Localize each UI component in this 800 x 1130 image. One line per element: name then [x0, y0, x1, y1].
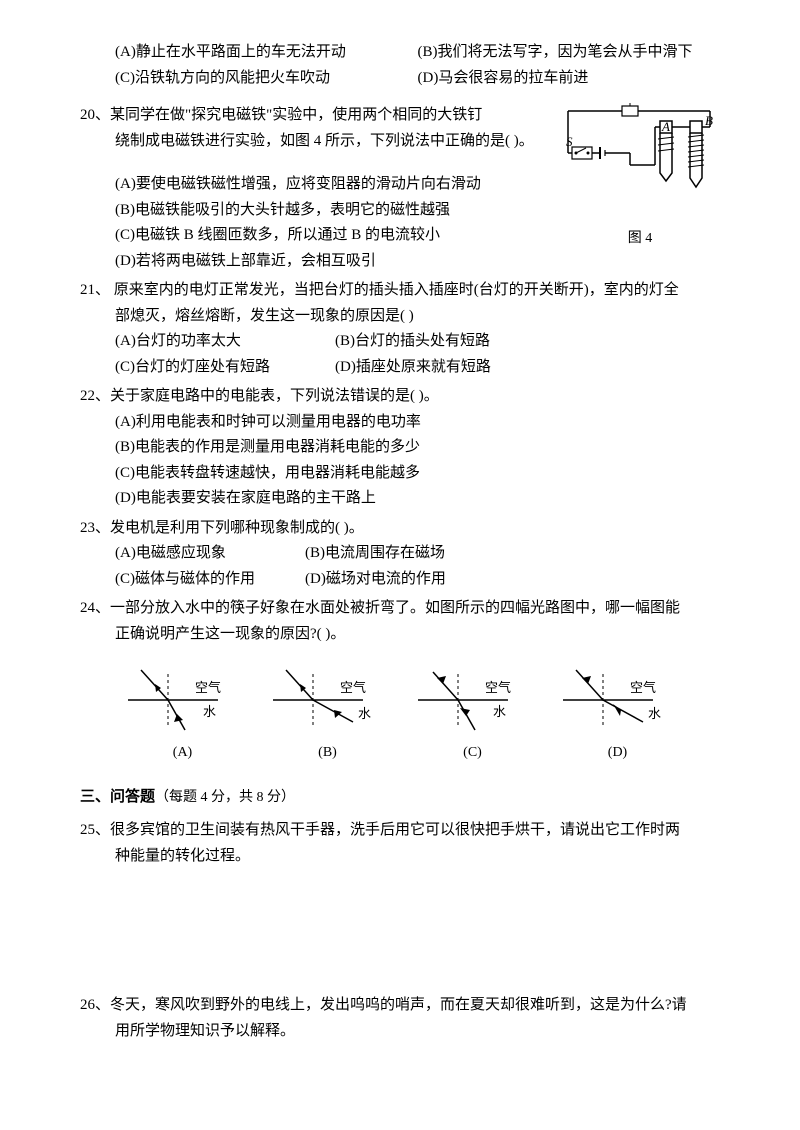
diagram-b: 空气 水 (B): [268, 662, 388, 765]
water-label: 水: [493, 704, 506, 719]
q25-text2: 种能量的转化过程。: [115, 844, 720, 870]
q22-text: 关于家庭电路中的电能表，下列说法错误的是( )。: [110, 388, 439, 404]
diagram-c: 空气 水 (C): [413, 662, 533, 765]
q26-text1: 冬天，寒风吹到野外的电线上，发出呜呜的哨声，而在夏天却很难听到，这是为什么?请: [110, 997, 687, 1013]
diagram-a-label: (A): [123, 741, 243, 765]
figure-4-label: 图 4: [560, 227, 720, 251]
nail-a-label: A: [661, 119, 670, 134]
opt-a: (A)静止在水平路面上的车无法开动: [115, 40, 418, 66]
question-24: 24、一部分放入水中的筷子好象在水面处被折弯了。如图所示的四幅光路图中，哪一幅图…: [80, 596, 720, 765]
q23-opt-c: (C)磁体与磁体的作用: [115, 567, 305, 593]
q22-opt-b: (B)电能表的作用是测量用电器消耗电能的多少: [115, 435, 720, 461]
air-label: 空气: [195, 680, 221, 695]
section-3-title: 三、问答题: [80, 789, 155, 805]
q25-num: 25、: [80, 822, 110, 838]
q21-opt-a: (A)台灯的功率太大: [115, 329, 335, 355]
opt-b: (B)我们将无法写字，因为笔会从手中滑下: [418, 40, 721, 66]
question-26: 26、冬天，寒风吹到野外的电线上，发出呜呜的哨声，而在夏天却很难听到，这是为什么…: [80, 993, 720, 1044]
question-23: 23、发电机是利用下列哪种现象制成的( )。 (A)电磁感应现象 (B)电流周围…: [80, 516, 720, 593]
q23-num: 23、: [80, 520, 110, 536]
q22-opt-a: (A)利用电能表和时钟可以测量用电器的电功率: [115, 410, 720, 436]
q24-num: 24、: [80, 600, 110, 616]
question-25: 25、很多宾馆的卫生间装有热风干手器，洗手后用它可以很快把手烘干，请说出它工作时…: [80, 818, 720, 869]
section-3-header: 三、问答题（每题 4 分，共 8 分）: [80, 785, 720, 811]
q24-text2: 正确说明产生这一现象的原因?( )。: [115, 622, 720, 648]
q23-opt-d: (D)磁场对电流的作用: [305, 567, 720, 593]
q24-diagrams: 空气 水 (A) 空气 水 (B): [110, 662, 690, 765]
q21-opt-d: (D)插座处原来就有短路: [335, 355, 720, 381]
air-label: 空气: [340, 680, 366, 695]
diagram-d-label: (D): [558, 741, 678, 765]
section-3-sub: （每题 4 分，共 8 分）: [155, 790, 295, 805]
opt-c: (C)沿铁轨方向的风能把火车吹动: [115, 66, 418, 92]
q24-text1: 一部分放入水中的筷子好象在水面处被折弯了。如图所示的四幅光路图中，哪一幅图能: [110, 600, 680, 616]
q26-text2: 用所学物理知识予以解释。: [115, 1019, 720, 1045]
q21-opt-b: (B)台灯的插头处有短路: [335, 329, 720, 355]
water-label: 水: [648, 706, 661, 721]
question-20: S A B: [80, 103, 720, 274]
diagram-c-label: (C): [413, 741, 533, 765]
q20-opt-d: (D)若将两电磁铁上部靠近，会相互吸引: [115, 249, 720, 275]
diagram-a: 空气 水 (A): [123, 662, 243, 765]
switch-label: S: [566, 134, 573, 149]
q23-opt-b: (B)电流周围存在磁场: [305, 541, 720, 567]
figure-4: S A B: [560, 103, 720, 251]
q25-text1: 很多宾馆的卫生间装有热风干手器，洗手后用它可以很快把手烘干，请说出它工作时两: [110, 822, 680, 838]
water-label: 水: [358, 706, 371, 721]
q21-text1: 原来室内的电灯正常发光，当把台灯的插头插入插座时(台灯的开关断开)，室内的灯全: [110, 282, 679, 298]
q21-opt-c: (C)台灯的灯座处有短路: [115, 355, 335, 381]
question-21: 21、 原来室内的电灯正常发光，当把台灯的插头插入插座时(台灯的开关断开)，室内…: [80, 278, 720, 380]
q23-text: 发电机是利用下列哪种现象制成的( )。: [110, 520, 364, 536]
nail-b-label: B: [705, 113, 713, 128]
air-label: 空气: [485, 680, 511, 695]
prev-options: (A)静止在水平路面上的车无法开动 (B)我们将无法写字，因为笔会从手中滑下 (…: [80, 40, 720, 91]
question-22: 22、关于家庭电路中的电能表，下列说法错误的是( )。 (A)利用电能表和时钟可…: [80, 384, 720, 512]
q22-num: 22、: [80, 388, 110, 404]
air-label: 空气: [630, 680, 656, 695]
q21-text2: 部熄灭，熔丝熔断，发生这一现象的原因是( ): [115, 304, 720, 330]
water-label: 水: [203, 704, 216, 719]
q22-opt-c: (C)电能表转盘转速越快，用电器消耗电能越多: [115, 461, 720, 487]
diagram-d: 空气 水 (D): [558, 662, 678, 765]
q20-text1: 某同学在做"探究电磁铁"实验中，使用两个相同的大铁钉: [110, 107, 482, 123]
opt-d: (D)马会很容易的拉车前进: [418, 66, 721, 92]
q23-opt-a: (A)电磁感应现象: [115, 541, 305, 567]
q26-num: 26、: [80, 997, 110, 1013]
q21-num: 21、: [80, 282, 110, 298]
q22-opt-d: (D)电能表要安装在家庭电路的主干路上: [115, 486, 720, 512]
q20-num: 20、: [80, 107, 110, 123]
diagram-b-label: (B): [268, 741, 388, 765]
